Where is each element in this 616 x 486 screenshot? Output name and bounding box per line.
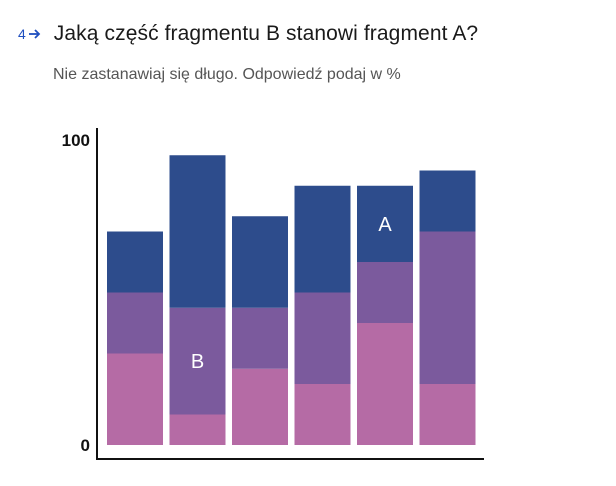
y-ticks-group: 0 100 — [62, 131, 90, 455]
segment-label-a: A — [378, 214, 392, 236]
arrow-right-icon — [28, 29, 41, 39]
bar-6-segment-1 — [419, 384, 476, 445]
bar-1-segment-1 — [107, 353, 163, 445]
bar-1-segment-3 — [107, 231, 163, 293]
bar-4-segment-1 — [294, 384, 351, 445]
segment-labels-group: BA — [191, 214, 393, 373]
bar-2-segment-1 — [169, 414, 226, 445]
bar-5-segment-3 — [357, 185, 413, 262]
question-number: 4 — [18, 26, 26, 42]
segment-label-b: B — [191, 351, 204, 373]
question-header: 4 Jaką część fragmentu B stanowi fragmen… — [18, 22, 478, 46]
bar-3-segment-3 — [232, 216, 288, 308]
bar-3-segment-2 — [232, 307, 288, 369]
bar-6-segment-3 — [419, 170, 476, 232]
bar-4-segment-2 — [294, 292, 351, 384]
bar-6-segment-2 — [419, 231, 476, 384]
bar-2-segment-3 — [169, 155, 226, 308]
question-title: Jaką część fragmentu B stanowi fragment … — [53, 22, 479, 45]
question-subtitle: Nie zastanawiaj się długo. Odpowiedź pod… — [53, 66, 401, 83]
y-tick-label-100: 100 — [62, 131, 90, 150]
bar-5-segment-2 — [357, 262, 413, 323]
bar-2-segment-2 — [169, 307, 226, 415]
y-tick-label-0: 0 — [81, 436, 90, 455]
bar-5-segment-1 — [357, 323, 413, 445]
bars-group — [107, 155, 476, 445]
bar-1-segment-2 — [107, 292, 163, 354]
bar-4-segment-3 — [294, 185, 351, 293]
bar-3-segment-1 — [232, 368, 288, 445]
